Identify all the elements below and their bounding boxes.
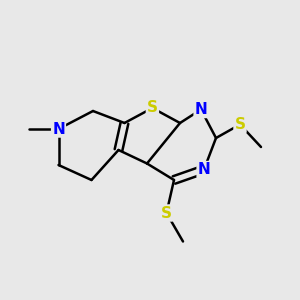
Text: S: S [161,206,172,220]
Text: N: N [52,122,65,136]
Text: S: S [147,100,158,116]
Text: N: N [195,102,207,117]
Text: S: S [235,117,245,132]
Text: N: N [198,162,210,177]
